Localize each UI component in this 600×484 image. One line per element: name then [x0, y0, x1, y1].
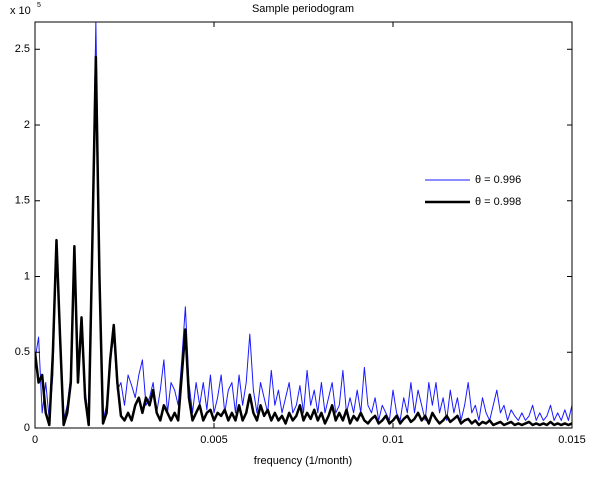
y-tick-label: 0.5	[15, 346, 30, 358]
series-line	[35, 55, 572, 427]
chart-title: Sample periodogram	[252, 3, 354, 15]
x-axis-label: frequency (1/month)	[254, 455, 352, 467]
y-multiplier-exponent: 5	[37, 2, 41, 9]
x-tick-label: 0.005	[200, 434, 228, 446]
legend-label: θ = 0.996	[475, 174, 521, 186]
y-tick-label: 2	[24, 119, 30, 131]
y-tick-label: 2.5	[15, 43, 30, 55]
y-tick-label: 0	[24, 422, 30, 434]
y-tick-label: 1.5	[15, 195, 30, 207]
axes-box	[34, 21, 573, 429]
x-tick-label: 0	[32, 434, 38, 446]
y-multiplier: x 10	[10, 5, 31, 17]
x-tick-label: 0.015	[558, 434, 586, 446]
y-tick-label: 1	[24, 270, 30, 282]
series-line	[35, 22, 572, 421]
plot-area	[35, 22, 572, 427]
legend-label: θ = 0.998	[475, 196, 521, 208]
x-tick-label: 0.01	[382, 434, 403, 446]
